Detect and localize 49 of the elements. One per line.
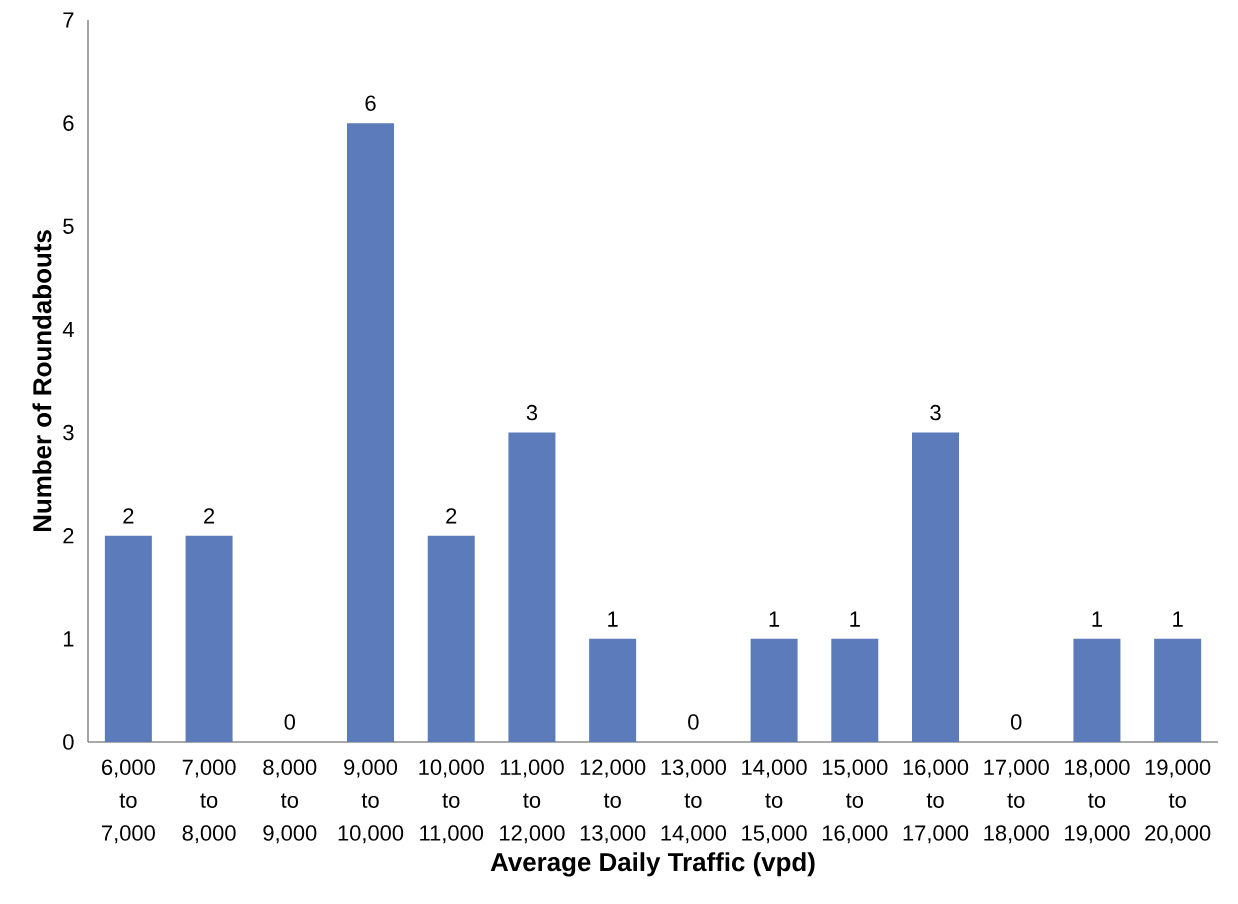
bar bbox=[750, 638, 798, 742]
x-tick-label: 16,000 to 17,000 bbox=[903, 759, 969, 844]
bar bbox=[347, 123, 394, 742]
x-tick-label: 7,000 to 8,000 bbox=[182, 759, 236, 844]
x-tick-label: 9,000 to 10,000 bbox=[338, 759, 404, 844]
y-tick-label: 0 bbox=[63, 734, 74, 750]
data-label: 0 bbox=[688, 714, 699, 730]
x-tick-label: 19,000 to 20,000 bbox=[1145, 759, 1211, 844]
bar bbox=[104, 535, 152, 742]
y-tick-label: 2 bbox=[63, 528, 74, 544]
x-tick-label: 6,000 to 7,000 bbox=[102, 759, 155, 844]
data-label: 1 bbox=[850, 611, 860, 627]
x-tick-label: 14,000 to 15,000 bbox=[742, 759, 807, 844]
y-axis-title: Number of Roundabouts bbox=[32, 230, 52, 532]
x-tick-label: 8,000 to 9,000 bbox=[263, 759, 317, 844]
bar bbox=[912, 432, 960, 742]
bar bbox=[831, 638, 879, 742]
x-axis-title: Average Daily Traffic (vpd) bbox=[490, 852, 815, 877]
x-tick-label: 17,000 to 18,000 bbox=[984, 759, 1049, 844]
y-tick-label: 3 bbox=[63, 424, 74, 441]
bar bbox=[508, 432, 556, 742]
data-label: 1 bbox=[1173, 611, 1183, 627]
y-tick-label: 1 bbox=[63, 631, 74, 647]
x-tick-label: 13,000 to 14,000 bbox=[661, 759, 727, 844]
bar bbox=[589, 638, 637, 742]
data-label: 0 bbox=[284, 714, 296, 730]
data-label: 2 bbox=[123, 508, 134, 524]
y-tick-label: 7 bbox=[63, 12, 74, 28]
data-label: 1 bbox=[1092, 611, 1102, 627]
y-tick-label: 5 bbox=[63, 218, 74, 234]
x-tick-label: 18,000 to 19,000 bbox=[1065, 759, 1130, 844]
x-tick-label: 10,000 to 11,000 bbox=[419, 759, 484, 844]
x-tick-label: 15,000 to 16,000 bbox=[822, 759, 888, 844]
y-tick-label: 4 bbox=[62, 321, 74, 337]
data-label: 1 bbox=[608, 611, 618, 627]
data-label: 0 bbox=[1010, 714, 1022, 730]
x-tick-label: 11,000 to 12,000 bbox=[500, 759, 565, 844]
data-label: 3 bbox=[930, 404, 941, 421]
data-label: 6 bbox=[365, 95, 376, 111]
data-label: 1 bbox=[769, 611, 780, 627]
bar bbox=[1154, 638, 1202, 742]
y-tick-label: 6 bbox=[63, 115, 74, 131]
bar bbox=[427, 535, 475, 742]
data-label: 2 bbox=[204, 508, 215, 524]
x-tick-label: 12,000 to 13,000 bbox=[580, 759, 646, 844]
data-label: 2 bbox=[446, 508, 457, 524]
bar bbox=[1073, 638, 1121, 742]
data-label: 3 bbox=[526, 404, 538, 421]
bar bbox=[185, 535, 233, 742]
